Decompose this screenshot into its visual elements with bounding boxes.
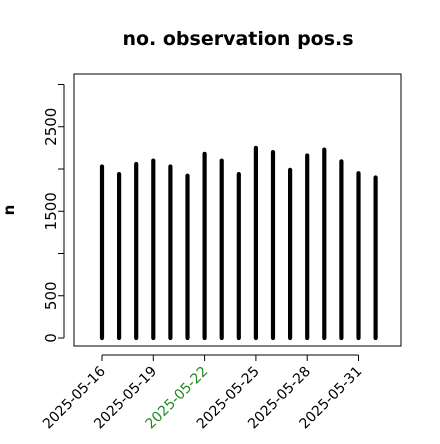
bars <box>99 145 378 341</box>
y-tick-label: 500 <box>42 281 60 310</box>
chart-title: no. observation pos.s <box>122 28 353 50</box>
y-tick-label: 2500 <box>42 108 60 146</box>
y-axis-label: n <box>0 205 18 216</box>
y-tick-label: 1500 <box>42 192 60 230</box>
y-axis: 0 500 1500 2500 <box>42 84 65 343</box>
y-tick-label: 0 <box>42 333 60 343</box>
x-axis: 2025-05-162025-05-192025-05-222025-05-25… <box>40 354 365 432</box>
plot-frame <box>73 73 402 347</box>
